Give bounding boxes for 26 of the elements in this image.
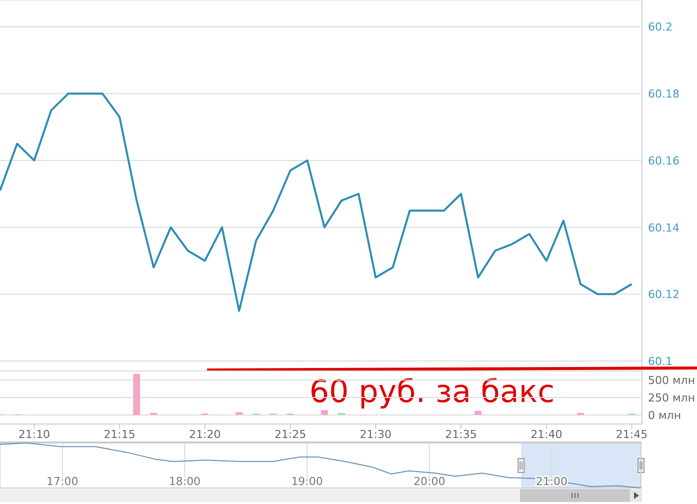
- x-tick-label: 21:30: [360, 428, 392, 441]
- y-tick-label: 60.18: [648, 88, 680, 101]
- line-series: [0, 92, 633, 312]
- bar: [474, 410, 482, 415]
- bar: [320, 410, 328, 415]
- y-tick-label: 60.14: [648, 221, 680, 234]
- x-tick-label: 21:10: [18, 428, 50, 441]
- y-tick-label: 60.12: [648, 288, 680, 302]
- y-tick-label: 500 млн: [648, 374, 696, 388]
- x-tick-label: 21:15: [104, 428, 136, 441]
- x-tick-label: 17:00: [46, 475, 78, 488]
- y-tick-label: 60.1: [648, 355, 672, 368]
- y-tick-label: 60.2: [648, 20, 672, 34]
- x-tick-label: 18:00: [168, 475, 201, 488]
- bar: [133, 374, 140, 415]
- x-tick-label: 21:20: [189, 428, 221, 441]
- bar: [236, 412, 243, 415]
- x-tick-label: 20:00: [414, 475, 446, 488]
- x-tick-label: 21:35: [445, 428, 477, 441]
- x-tick-label: 21:25: [274, 428, 306, 441]
- x-tick-label: 21:40: [530, 428, 562, 441]
- y-tick-label: 0 млн: [648, 409, 682, 422]
- x-tick-label: 21:45: [616, 428, 648, 441]
- x-tick-label: 19:00: [291, 475, 323, 488]
- y-tick-label: 250 млн: [648, 392, 696, 405]
- y-tick-label: 60.16: [648, 154, 680, 168]
